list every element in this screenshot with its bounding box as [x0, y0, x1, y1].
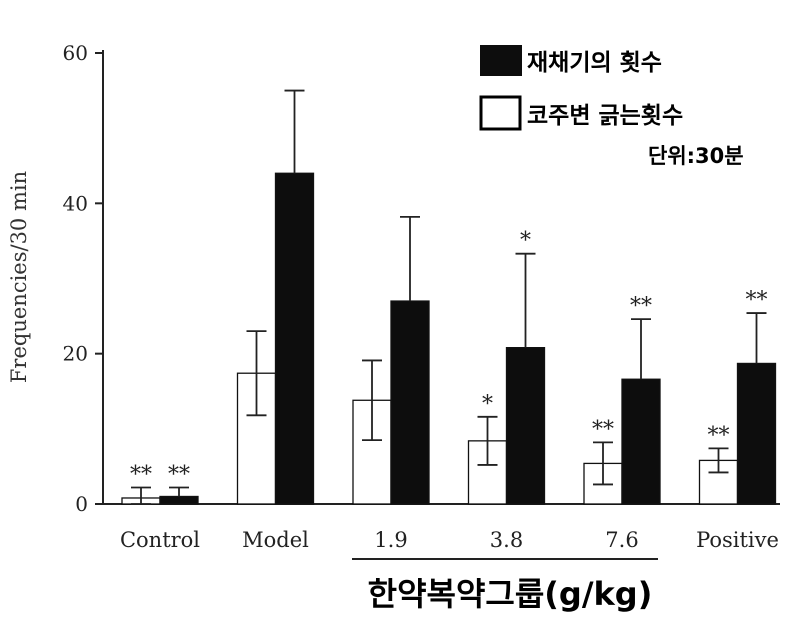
significance-label: ** — [746, 288, 768, 313]
significance-label: ** — [130, 462, 152, 487]
significance-label: ** — [168, 462, 190, 487]
bar — [505, 347, 546, 505]
legend-swatch-nose-scratch — [479, 95, 522, 131]
y-tick-label: 0 — [75, 492, 88, 516]
bar — [274, 172, 315, 505]
legend-swatch-sneeze — [480, 45, 522, 76]
significance-label: ** — [592, 417, 614, 442]
significance-label: * — [482, 392, 493, 417]
y-axis-title: Frequencies/30 min — [7, 171, 31, 383]
bar-series: ** ************ — [121, 89, 777, 505]
significance-label: ** — [630, 294, 652, 319]
bar — [736, 362, 777, 505]
legend: 재채기의 횟수 코주변 긁는횟수 단위:30분 — [479, 45, 744, 168]
bar — [236, 372, 277, 505]
x-tick-label: Positive — [696, 528, 779, 552]
legend-label-sneeze: 재채기의 횟수 — [527, 50, 662, 76]
x-tick-label: Control — [120, 528, 200, 552]
x-tick-labels: Control Model 1.9 3.8 7.6 Positive — [120, 528, 779, 552]
y-tick-label: 40 — [63, 191, 88, 215]
x-tick-label: 3.8 — [490, 528, 523, 552]
bar — [621, 378, 661, 505]
unit-note: 단위:30분 — [648, 144, 744, 168]
x-tick-label: 7.6 — [605, 528, 638, 552]
x-tick-label: 1.9 — [374, 528, 407, 552]
bar — [390, 300, 430, 505]
group-label: 한약복약그룹(g/kg) — [368, 575, 653, 613]
significance-label: * — [520, 229, 531, 254]
y-tick-label: 20 — [63, 342, 88, 366]
bar — [159, 495, 199, 505]
y-ticks: 0 20 40 60 — [63, 41, 103, 516]
x-tick-label: Model — [242, 528, 309, 552]
legend-label-nose-scratch: 코주변 긁는횟수 — [527, 103, 683, 129]
y-tick-label: 60 — [63, 41, 88, 65]
significance-label: ** — [708, 423, 730, 448]
